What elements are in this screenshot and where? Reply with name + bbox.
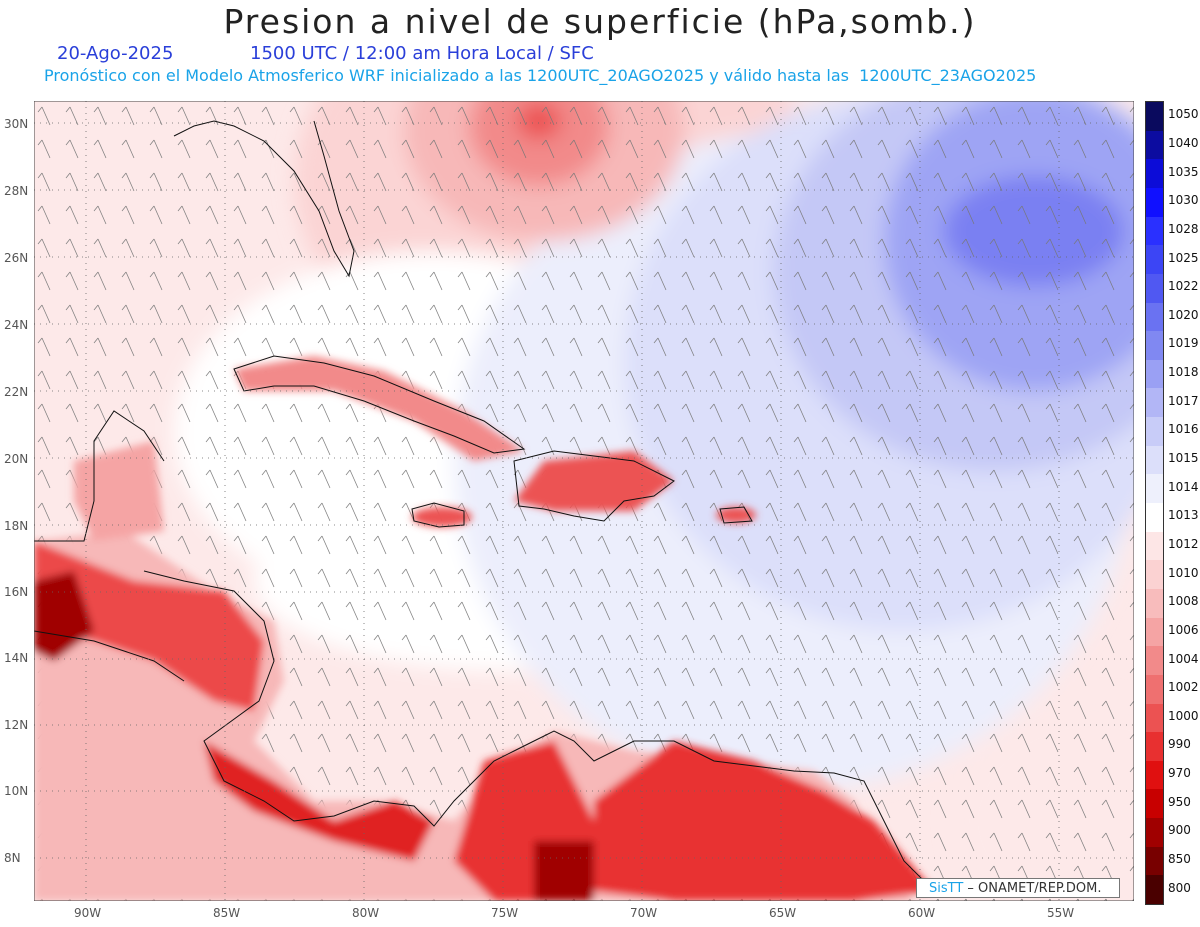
land-pressure — [34, 356, 934, 901]
legend-swatch — [1146, 273, 1163, 303]
legend-swatch — [1146, 875, 1163, 905]
legend-swatch — [1146, 474, 1163, 504]
legend-label: 1035 — [1168, 164, 1199, 179]
source-badge: SisTT – ONAMET/REP.DOM. — [916, 878, 1120, 898]
graticule — [34, 101, 1134, 901]
legend-swatch — [1146, 617, 1163, 647]
lat-label: 10N — [4, 784, 29, 798]
lon-label: 70W — [630, 906, 658, 920]
lon-label: 85W — [213, 906, 241, 920]
pressure-map — [34, 101, 1134, 901]
legend-label: 1018 — [1168, 365, 1199, 380]
legend-label: 1002 — [1168, 680, 1199, 695]
legend-swatch — [1146, 760, 1163, 790]
coastlines — [34, 120, 935, 892]
legend-label: 1014 — [1168, 479, 1199, 494]
legend-label: 950 — [1168, 794, 1191, 809]
legend-label: 1012 — [1168, 536, 1199, 551]
lon-label: 55W — [1047, 906, 1075, 920]
legend-swatch — [1146, 130, 1163, 160]
legend-swatch — [1146, 388, 1163, 418]
color-legend — [1145, 101, 1164, 905]
legend-swatch — [1146, 245, 1163, 275]
lon-label: 75W — [491, 906, 519, 920]
legend-label: 1020 — [1168, 307, 1199, 322]
legend-swatch — [1146, 674, 1163, 704]
legend-swatch — [1146, 588, 1163, 619]
legend-label: 900 — [1168, 823, 1191, 838]
lat-label: 28N — [4, 184, 29, 198]
sistt-logo: SisTT — [929, 881, 964, 896]
lat-label: 14N — [4, 651, 29, 665]
legend-swatch — [1146, 417, 1163, 447]
legend-label: 1015 — [1168, 451, 1199, 466]
forecast-description: Pronóstico con el Modelo Atmosferico WRF… — [44, 66, 1037, 85]
lon-label: 90W — [74, 906, 102, 920]
legend-swatch — [1146, 560, 1163, 590]
lon-label: 80W — [352, 906, 380, 920]
lat-label: 12N — [4, 718, 29, 732]
chart-title: Presion a nivel de superficie (hPa,somb.… — [223, 2, 977, 41]
legend-label: 1010 — [1168, 565, 1199, 580]
lon-label: 60W — [908, 906, 936, 920]
legend-swatch — [1146, 646, 1163, 676]
source-text: – ONAMET/REP.DOM. — [963, 881, 1102, 896]
legend-label: 1025 — [1168, 250, 1199, 265]
legend-label: 1030 — [1168, 193, 1199, 208]
valid-time: 1500 UTC / 12:00 am Hora Local / SFC — [250, 43, 594, 64]
legend-label: 1050 — [1168, 107, 1199, 122]
legend-swatch — [1146, 503, 1163, 533]
lat-label: 8N — [4, 851, 21, 865]
legend-swatch — [1146, 445, 1163, 475]
lat-label: 20N — [4, 452, 29, 466]
legend-swatch — [1146, 789, 1163, 819]
legend-label: 990 — [1168, 737, 1191, 752]
lat-label: 30N — [4, 117, 29, 131]
legend-label: 1000 — [1168, 708, 1199, 723]
legend-swatch — [1146, 187, 1163, 218]
lat-label: 18N — [4, 519, 29, 533]
legend-swatch — [1146, 302, 1163, 332]
legend-label: 1019 — [1168, 336, 1199, 351]
legend-label: 800 — [1168, 880, 1191, 895]
lon-label: 65W — [769, 906, 797, 920]
legend-swatch — [1146, 732, 1163, 762]
legend-label: 1004 — [1168, 651, 1199, 666]
legend-label: 1017 — [1168, 393, 1199, 408]
legend-label: 850 — [1168, 852, 1191, 867]
legend-swatch — [1146, 331, 1163, 361]
lat-label: 22N — [4, 385, 29, 399]
legend-label: 1006 — [1168, 622, 1199, 637]
legend-label: 1016 — [1168, 422, 1199, 437]
lat-label: 26N — [4, 251, 29, 265]
legend-label: 1013 — [1168, 508, 1199, 523]
legend-label: 1028 — [1168, 221, 1199, 236]
legend-swatch — [1146, 703, 1163, 733]
legend-swatch — [1146, 216, 1163, 246]
legend-swatch — [1146, 846, 1163, 876]
legend-swatch — [1146, 818, 1163, 848]
legend-label: 1040 — [1168, 135, 1199, 150]
legend-swatch — [1146, 159, 1163, 189]
lat-label: 16N — [4, 585, 29, 599]
legend-label: 1022 — [1168, 279, 1199, 294]
legend-label: 1008 — [1168, 594, 1199, 609]
legend-label: 970 — [1168, 766, 1191, 781]
legend-swatch — [1146, 531, 1163, 561]
legend-swatch — [1146, 359, 1163, 389]
forecast-date: 20-Ago-2025 — [57, 43, 174, 64]
lat-label: 24N — [4, 318, 29, 332]
legend-swatch — [1146, 102, 1163, 132]
